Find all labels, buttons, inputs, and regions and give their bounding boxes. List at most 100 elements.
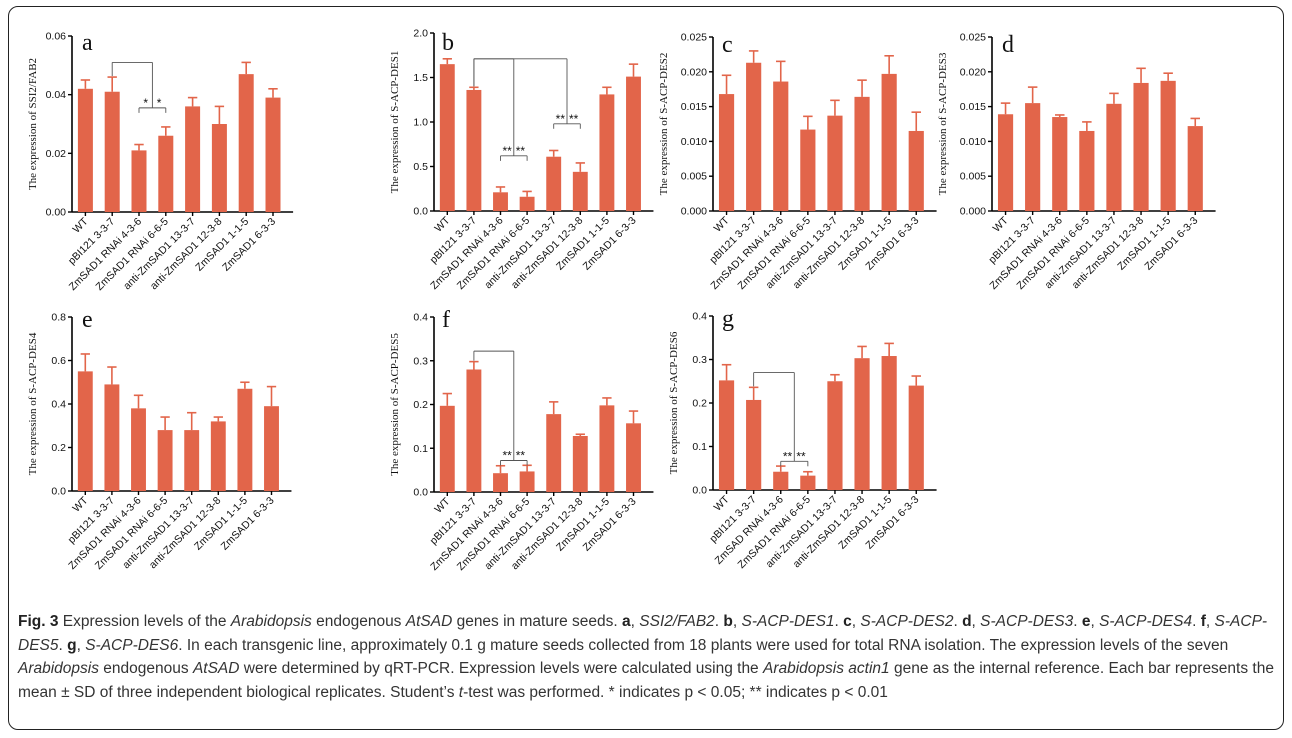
caption-segment: .	[1073, 613, 1082, 630]
bar	[1187, 126, 1203, 211]
bar	[519, 471, 535, 492]
caption-segment: S-ACP-DES5	[18, 613, 1268, 654]
panel-label: d	[1002, 32, 1014, 58]
figure-caption: Fig. 3 Expression levels of the Arabidop…	[18, 610, 1276, 704]
y-tick-label: 0.015	[960, 101, 986, 113]
x-tick-label: WT	[991, 214, 1011, 234]
caption-segment: -test was performed. * indicates p < 0.0…	[463, 683, 888, 701]
caption-segment: d	[962, 613, 972, 630]
caption-segment: AtSAD	[192, 660, 240, 678]
bar	[546, 156, 562, 211]
bar	[881, 356, 897, 490]
bar	[572, 171, 588, 211]
caption-segment: .	[58, 636, 68, 654]
x-tick-label: WT	[712, 493, 732, 513]
bar	[104, 384, 120, 491]
y-tick-label: 0.000	[681, 206, 707, 218]
bar	[210, 421, 226, 491]
bar	[854, 358, 870, 490]
chart-panel-b: 0.0 0.5 1.0 1.5 2.0 The expression of S-ACP-D…	[389, 28, 654, 292]
caption-segment: S-ACP-DES6	[85, 636, 179, 654]
bar	[800, 475, 816, 490]
bar	[1133, 82, 1149, 211]
caption-segment: .	[1192, 613, 1201, 630]
bar	[827, 115, 843, 211]
bar	[185, 106, 201, 212]
y-tick-label: 0.005	[960, 171, 986, 183]
caption-segment: .	[953, 613, 963, 630]
bar	[184, 430, 200, 491]
bar	[773, 81, 789, 211]
significance-stars: **	[502, 144, 512, 158]
y-tick-label: 0.06	[46, 31, 67, 43]
significance-stars: **	[569, 112, 579, 126]
bar	[131, 150, 147, 212]
bar	[439, 64, 455, 212]
bar	[626, 76, 641, 211]
significance-stars: **	[516, 144, 526, 158]
caption-segment: ,	[732, 613, 742, 630]
bar	[908, 130, 924, 211]
y-tick-label: 0.000	[960, 206, 986, 218]
bar	[626, 423, 641, 492]
y-tick-label: 0.010	[960, 136, 986, 148]
y-tick-label: 0.010	[681, 136, 707, 148]
caption-segment: S-ACP-DES1	[741, 613, 835, 630]
x-tick-label: WT	[432, 214, 452, 234]
y-tick-label: 0.3	[413, 355, 428, 367]
significance-stars: **	[502, 449, 512, 463]
bar	[546, 414, 562, 492]
caption-segment: ,	[971, 613, 981, 630]
y-tick-label: 0.5	[413, 161, 428, 173]
caption-segment: Fig. 3	[18, 613, 59, 630]
bar	[264, 406, 279, 491]
y-tick-label: 1.5	[413, 72, 428, 84]
bar	[827, 381, 843, 490]
caption-segment: ,	[1205, 613, 1215, 630]
y-tick-label: 1.0	[413, 117, 428, 129]
x-tick-label: WT	[712, 214, 732, 234]
bar	[1025, 103, 1041, 211]
significance-stars: **	[796, 449, 806, 463]
bar	[1106, 103, 1122, 211]
y-axis-label: The expression of S-ACP-DES4	[27, 332, 39, 475]
y-axis-label: The expression of S-ACP-DES3	[937, 52, 949, 195]
caption-segment: g	[67, 636, 77, 654]
y-tick-label: 0.015	[681, 101, 707, 113]
y-tick-label: 0.020	[960, 66, 986, 78]
caption-segment: a	[622, 613, 631, 630]
chart-panel-g: 0.0 0.1 0.2 0.3 0.4 The expression of S-ACP-D…	[668, 306, 937, 571]
y-tick-label: 0.6	[51, 355, 66, 367]
bar	[104, 91, 120, 212]
bar	[519, 196, 535, 211]
figure-frame	[8, 6, 1284, 730]
x-tick-label: WT	[70, 215, 90, 235]
caption-segment: Arabidopsis	[230, 613, 312, 630]
caption-segment: SSI2/FAB2	[639, 613, 715, 630]
bar	[1079, 130, 1095, 211]
y-tick-label: 0.0	[692, 485, 707, 497]
chart-panel-e: 0.0 0.2 0.4 0.6 0.8 The expression of S-ACP-D…	[27, 307, 292, 572]
caption-segment: S-ACP-DES4	[1099, 613, 1193, 630]
y-axis-label: The expression of S-ACP-DES5	[389, 333, 401, 476]
y-tick-label: 0.3	[692, 354, 707, 366]
panel-label: c	[722, 32, 733, 58]
y-tick-label: 0.4	[51, 399, 66, 411]
y-tick-label: 0.2	[51, 442, 66, 454]
caption-segment: Expression levels of the	[58, 613, 231, 630]
caption-segment: endogenous	[99, 660, 193, 678]
x-tick-label: WT	[70, 494, 90, 514]
caption-segment: .	[714, 613, 724, 630]
significance-stars: **	[516, 449, 526, 463]
chart-panel-a: 0.00 0.02 0.04 0.06 The expression of SSI2/F…	[27, 30, 294, 293]
caption-segment: AtSAD	[405, 613, 453, 630]
bar	[997, 114, 1014, 211]
y-axis-label: The expression of S-ACP-DES2	[658, 53, 670, 196]
y-tick-label: 0.02	[46, 148, 67, 160]
bar	[77, 371, 93, 491]
caption-segment: ,	[1090, 613, 1100, 630]
y-tick-label: 0.0	[413, 487, 428, 499]
caption-segment: b	[723, 613, 733, 630]
bar	[493, 192, 508, 211]
bar	[131, 408, 146, 491]
